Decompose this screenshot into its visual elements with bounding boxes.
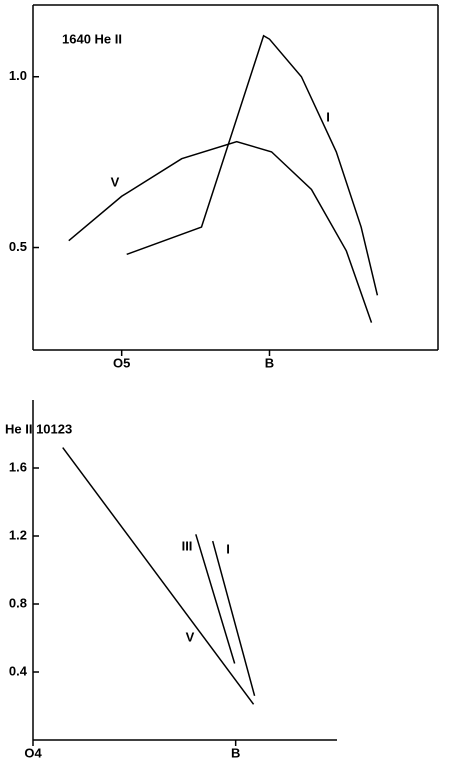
series-label: V bbox=[111, 174, 120, 189]
x-tick-label: O5 bbox=[113, 355, 130, 370]
series-label: V bbox=[186, 629, 195, 644]
chart-title: He II 10123 bbox=[5, 421, 72, 436]
y-tick-label: 0.4 bbox=[9, 663, 28, 678]
y-tick-label: 1.6 bbox=[9, 459, 27, 474]
y-tick-label: 0.8 bbox=[9, 595, 27, 610]
y-tick-label: 1.2 bbox=[9, 527, 27, 542]
y-tick-label: 1.0 bbox=[9, 68, 27, 83]
series-label: I bbox=[326, 109, 330, 124]
y-tick-label: 0.5 bbox=[9, 239, 27, 254]
x-tick-label: B bbox=[265, 355, 274, 370]
data-line bbox=[68, 140, 373, 323]
data-line bbox=[195, 534, 236, 664]
x-tick-label: O4 bbox=[24, 745, 42, 760]
x-tick-label: B bbox=[231, 745, 240, 760]
series-label: I bbox=[226, 541, 230, 556]
data-line bbox=[211, 540, 256, 696]
chart-title: 1640 He II bbox=[62, 31, 122, 46]
data-line bbox=[126, 34, 379, 296]
data-line bbox=[62, 447, 255, 705]
series-label: III bbox=[182, 538, 193, 553]
